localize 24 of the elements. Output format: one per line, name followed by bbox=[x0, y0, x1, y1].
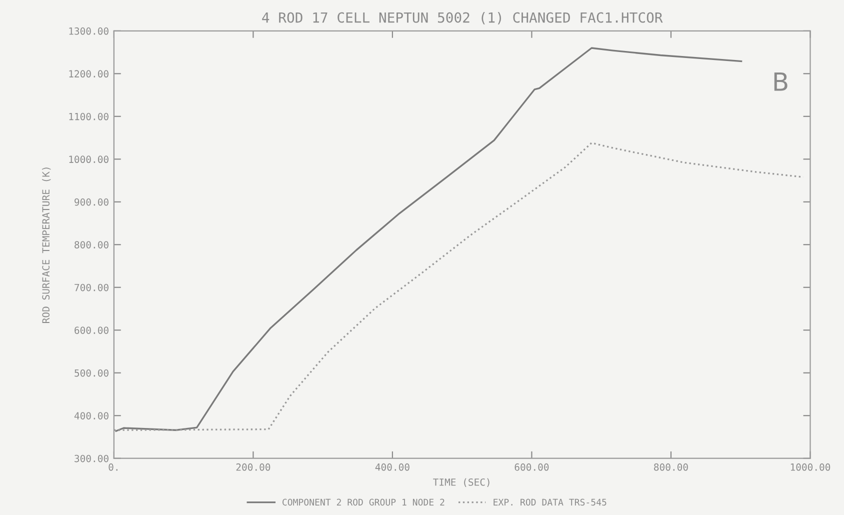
x-tick-label: 800.00 bbox=[654, 463, 688, 471]
x-tick-label: 0. bbox=[108, 463, 118, 471]
y-tick-label: 900.00 bbox=[74, 198, 108, 206]
legend-label: EXP. ROD DATA TRS-545 bbox=[494, 498, 606, 506]
y-tick-label: 400.00 bbox=[74, 412, 108, 420]
y-tick-label: 500.00 bbox=[74, 369, 108, 377]
annotation: B bbox=[774, 72, 788, 91]
y-tick-label: 1100.00 bbox=[69, 112, 108, 120]
y-axis-title: ROD SURFACE TEMPERATURE (K) bbox=[42, 168, 51, 323]
chart-title: 4 ROD 17 CELL NEPTUN 5002 (1) CHANGED FAC1.HTCOR bbox=[262, 12, 663, 24]
y-tick-label: 700.00 bbox=[74, 284, 108, 292]
x-tick-label: 600.00 bbox=[514, 463, 549, 471]
y-tick-label: 800.00 bbox=[74, 241, 108, 248]
legend-label: COMPONENT 2 ROD GROUP 1 NODE 2 bbox=[282, 498, 444, 506]
x-tick-label: 400.00 bbox=[375, 463, 410, 471]
line-series bbox=[115, 47, 742, 432]
x-tick-label: 200.00 bbox=[236, 463, 270, 471]
x-axis-title: TIME (SEC) bbox=[433, 478, 490, 487]
y-tick-label: 1000.00 bbox=[69, 156, 108, 163]
y-tick-label: 300.00 bbox=[74, 454, 108, 462]
y-tick-label: 1300.00 bbox=[69, 27, 108, 35]
x-tick-label: 1000.00 bbox=[790, 463, 830, 471]
y-tick-label: 1200.00 bbox=[69, 70, 108, 78]
y-tick-label: 600.00 bbox=[74, 326, 108, 334]
